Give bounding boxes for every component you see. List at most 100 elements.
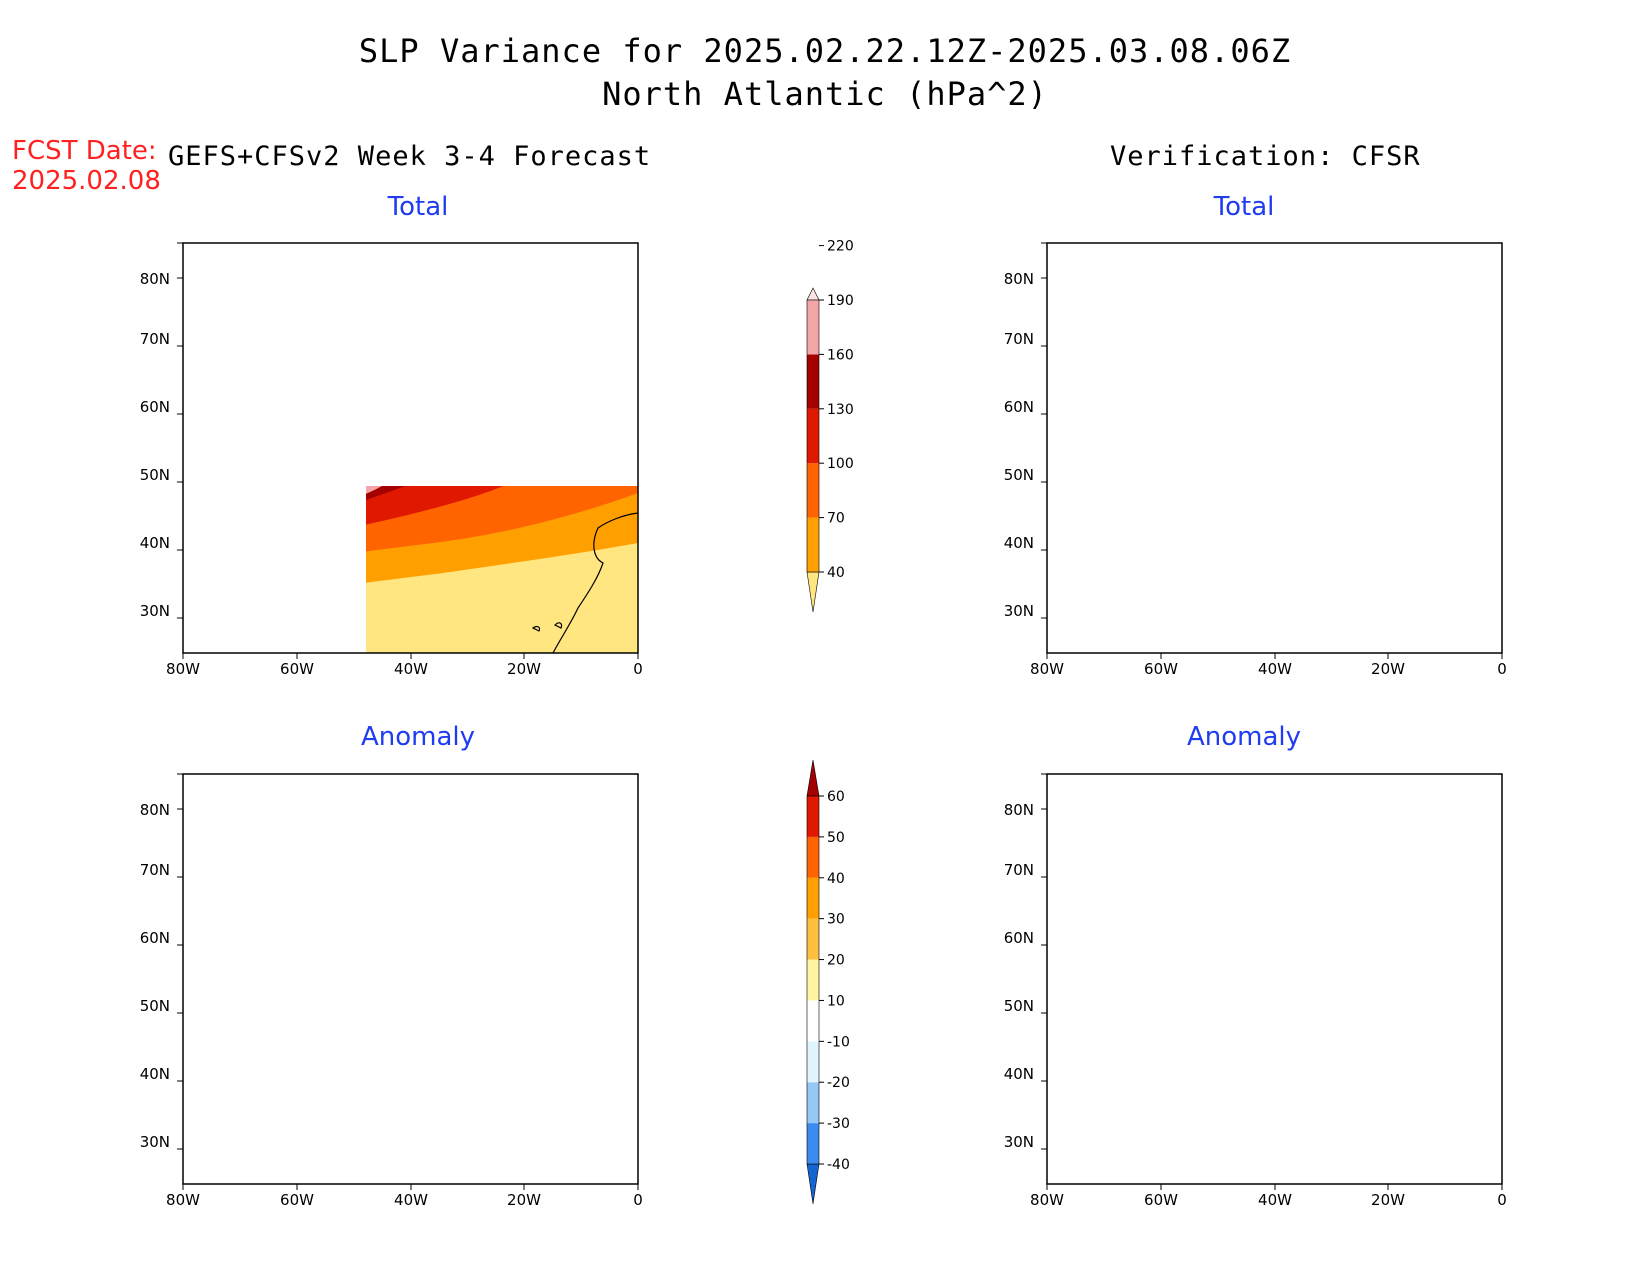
colorbar-total: 40 70 100 130 160 190 220 [806, 239, 854, 613]
colorbar-total-label: 40 [827, 565, 845, 581]
colorbar-anomaly-swatch [807, 959, 819, 1001]
colorbar-anomaly-swatch [807, 918, 819, 960]
colorbar-anomaly-label: 30 [827, 912, 845, 928]
lon-label: 80W [166, 1191, 200, 1209]
colorbar-total-frame [806, 299, 820, 573]
lat-label: 70N [140, 861, 170, 879]
main-title: SLP Variance for 2025.02.22.12Z-2025.03.… [358, 32, 1292, 70]
map-forecast-anomaly [176, 773, 639, 1191]
colorbar-anomaly-label: 60 [827, 789, 845, 805]
colorbar-anomaly-label: -40 [827, 1157, 850, 1173]
panel-title-verification-total: Total [1213, 192, 1275, 222]
lat-label: 40N [1004, 1065, 1034, 1083]
lon-label: 60W [1144, 1191, 1178, 1209]
colorbar-anomaly: -40 -30 -20 -10 10 20 30 40 50 60 [806, 759, 850, 1205]
lon-label: 20W [507, 1191, 541, 1209]
forecast-header: GEFS+CFSv2 Week 3-4 Forecast [168, 141, 652, 172]
colorbar-anomaly-label: 20 [827, 953, 845, 969]
lon-label: 80W [1030, 660, 1064, 678]
lat-label: 70N [1004, 861, 1034, 879]
axis-labels-verification-anomaly: 30N 40N 50N 60N 70N 80N 80W 60W 40W 20W … [1004, 801, 1507, 1209]
colorbar-anomaly-swatch [807, 836, 819, 878]
panel-title-forecast-anomaly: Anomaly [360, 722, 476, 752]
subtitle: North Atlantic (hPa^2) [602, 75, 1048, 113]
colorbar-total-top-extend [806, 287, 820, 301]
colorbar-total-swatch [807, 300, 819, 355]
lon-label: 20W [507, 660, 541, 678]
lat-label: 40N [140, 534, 170, 552]
lon-label: 80W [166, 660, 200, 678]
colorbar-anomaly-label: -10 [827, 1034, 850, 1050]
lon-label: 80W [1030, 1191, 1064, 1209]
colorbar-anomaly-label: 40 [827, 871, 845, 887]
map-verification-anomaly [1040, 773, 1503, 1191]
colorbar-anomaly-label: -20 [827, 1075, 850, 1091]
lon-label: 40W [394, 660, 428, 678]
colorbar-total-label: 160 [827, 347, 854, 363]
colorbar-total-label: 130 [827, 402, 854, 418]
lat-label: 60N [140, 398, 170, 416]
colorbar-anomaly-swatch [807, 1000, 819, 1042]
colorbar-total-label: 190 [827, 293, 854, 309]
lon-label: 60W [1144, 660, 1178, 678]
lat-label: 50N [140, 997, 170, 1015]
lat-label: 30N [140, 1133, 170, 1151]
lon-label: 0 [633, 1191, 643, 1209]
lat-label: 70N [140, 330, 170, 348]
colorbar-total-swatch [807, 354, 819, 409]
colorbar-total-swatch [807, 408, 819, 464]
lat-label: 60N [1004, 398, 1034, 416]
lat-label: 50N [140, 466, 170, 484]
colorbar-total-label: 100 [827, 456, 854, 472]
colorbar-anomaly-swatch [807, 1123, 819, 1164]
lon-label: 20W [1371, 1191, 1405, 1209]
colorbar-anomaly-label: -30 [827, 1116, 850, 1132]
lat-label: 30N [140, 602, 170, 620]
lon-label: 0 [1497, 660, 1507, 678]
lon-label: 40W [1258, 1191, 1292, 1209]
colorbar-anomaly-swatch [807, 877, 819, 919]
lat-label: 50N [1004, 997, 1034, 1015]
lon-label: 40W [394, 1191, 428, 1209]
colorbar-total-label: 220 [827, 239, 854, 255]
colorbar-total-swatch [807, 517, 819, 572]
lat-label: 40N [1004, 534, 1034, 552]
lon-label: 0 [633, 660, 643, 678]
map-verification-total [1040, 242, 1503, 660]
colorbar-total-bottom-extend [806, 571, 820, 613]
lat-label: 80N [140, 801, 170, 819]
axis-labels-verification-total: 30N 40N 50N 60N 70N 80N 80W 60W 40W 20W … [1004, 270, 1507, 678]
lat-label: 60N [1004, 929, 1034, 947]
lon-label: 60W [280, 1191, 314, 1209]
lon-label: 40W [1258, 660, 1292, 678]
lat-label: 80N [1004, 270, 1034, 288]
lat-label: 60N [140, 929, 170, 947]
panel-title-forecast-total: Total [387, 192, 449, 222]
colorbar-anomaly-swatch [807, 1082, 819, 1124]
fcst-date-label: FCST Date: [12, 136, 157, 166]
colorbar-anomaly-swatch [807, 1041, 819, 1083]
lat-label: 50N [1004, 466, 1034, 484]
colorbar-anomaly-bottom-extend [806, 1163, 820, 1205]
lat-label: 40N [140, 1065, 170, 1083]
verification-header: Verification: CFSR [1110, 141, 1421, 172]
colorbar-anomaly-top-extend [806, 759, 820, 797]
colorbar-anomaly-swatch [807, 796, 819, 837]
colorbar-anomaly-label: 50 [827, 830, 845, 846]
lat-label: 80N [140, 270, 170, 288]
axis-labels-forecast-anomaly: 30N 40N 50N 60N 70N 80N 80W 60W 40W 20W … [140, 801, 643, 1209]
lat-label: 30N [1004, 602, 1034, 620]
fcst-date-value: 2025.02.08 [12, 166, 161, 196]
lon-label: 0 [1497, 1191, 1507, 1209]
axis-labels-forecast-total: 30N 40N 50N 60N 70N 80N 80W 60W 40W 20W … [140, 270, 643, 678]
lon-label: 20W [1371, 660, 1405, 678]
colorbar-anomaly-label: 10 [827, 993, 845, 1009]
panel-title-verification-anomaly: Anomaly [1186, 722, 1302, 752]
lat-label: 80N [1004, 801, 1034, 819]
colorbar-total-swatch [807, 463, 819, 518]
colorbar-anomaly-frame [806, 795, 820, 1165]
colorbar-total-label: 70 [827, 511, 845, 527]
lat-label: 70N [1004, 330, 1034, 348]
lon-label: 60W [280, 660, 314, 678]
